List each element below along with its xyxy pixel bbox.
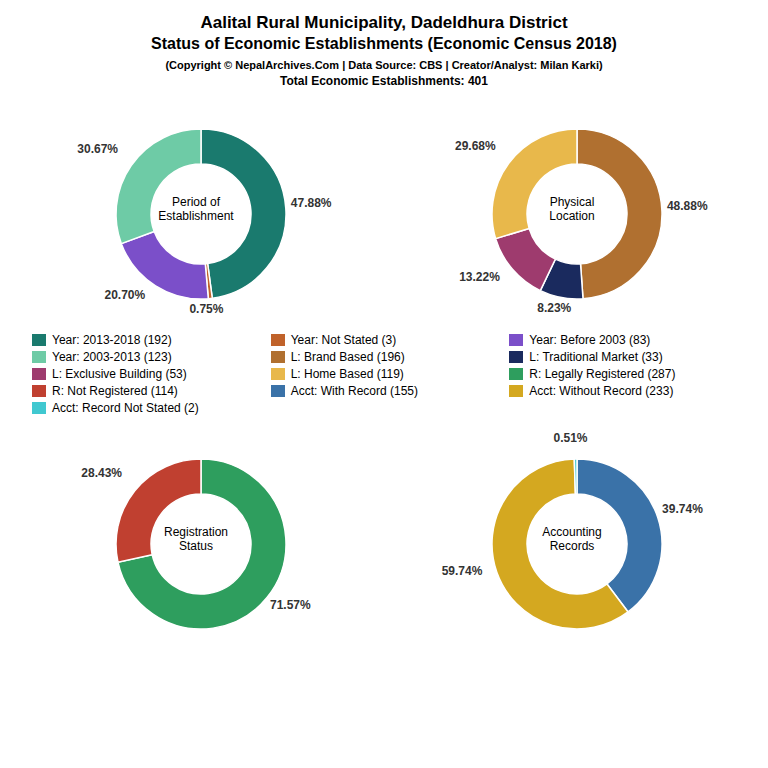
svg-text:13.22%: 13.22% <box>459 270 500 284</box>
html-text:Status of Economic Establishme: Status of Economic Establishments (Econo… <box>151 35 617 52</box>
svg-text:39.74%: 39.74% <box>662 502 703 516</box>
svg-text:59.74%: 59.74% <box>442 564 483 578</box>
svg-text:71.57%: 71.57% <box>270 598 311 612</box>
html-text:Total Economic Establishments:: Total Economic Establishments: 401 <box>280 74 488 88</box>
html-text:Year: Not Stated (3): Year: Not Stated (3) <box>290 333 397 347</box>
html-text:Acct: With Record (155): Acct: With Record (155) <box>290 384 418 398</box>
svg-text:AccountingRecords: AccountingRecords <box>542 525 601 553</box>
html-text:L: Traditional Market (33): L: Traditional Market (33) <box>529 350 663 364</box>
svg-text:0.75%: 0.75% <box>189 302 223 316</box>
svg-text:8.23%: 8.23% <box>537 301 571 315</box>
html-text:Acct: Without Record (233): Acct: Without Record (233) <box>529 384 674 398</box>
html-text:(Copyright © NepalArchives.Com: (Copyright © NepalArchives.Com | Data So… <box>165 59 603 71</box>
html-text:Aalital Rural Municipality, Da: Aalital Rural Municipality, Dadeldhura D… <box>200 13 568 32</box>
svg-text:28.43%: 28.43% <box>81 466 122 480</box>
html-text:Year: 2003-2013 (123): Year: 2003-2013 (123) <box>52 350 172 364</box>
svg-text:30.67%: 30.67% <box>77 142 118 156</box>
svg-text:20.70%: 20.70% <box>104 288 145 302</box>
svg-text:29.68%: 29.68% <box>455 139 496 153</box>
svg-text:Period ofEstablishment: Period ofEstablishment <box>158 195 234 223</box>
html-text:L: Exclusive Building (53): L: Exclusive Building (53) <box>52 367 187 381</box>
svg-text:47.88%: 47.88% <box>291 196 332 210</box>
svg-text:48.88%: 48.88% <box>667 199 708 213</box>
svg-text:0.51%: 0.51% <box>553 431 587 445</box>
html-text:Year: 2013-2018 (192): Year: 2013-2018 (192) <box>52 333 172 347</box>
html-text:Year: Before 2003 (83): Year: Before 2003 (83) <box>529 333 651 347</box>
html-text:R: Not Registered (114): R: Not Registered (114) <box>52 384 178 398</box>
html-text:L: Brand Based (196): L: Brand Based (196) <box>290 350 405 364</box>
html-text:R: Legally Registered (287): R: Legally Registered (287) <box>529 367 676 381</box>
html-text:Acct: Record Not Stated (2): Acct: Record Not Stated (2) <box>52 401 199 415</box>
svg-text:PhysicalLocation: PhysicalLocation <box>549 195 594 223</box>
svg-text:RegistrationStatus: RegistrationStatus <box>164 525 228 553</box>
html-text:L: Home Based (119): L: Home Based (119) <box>290 367 404 381</box>
